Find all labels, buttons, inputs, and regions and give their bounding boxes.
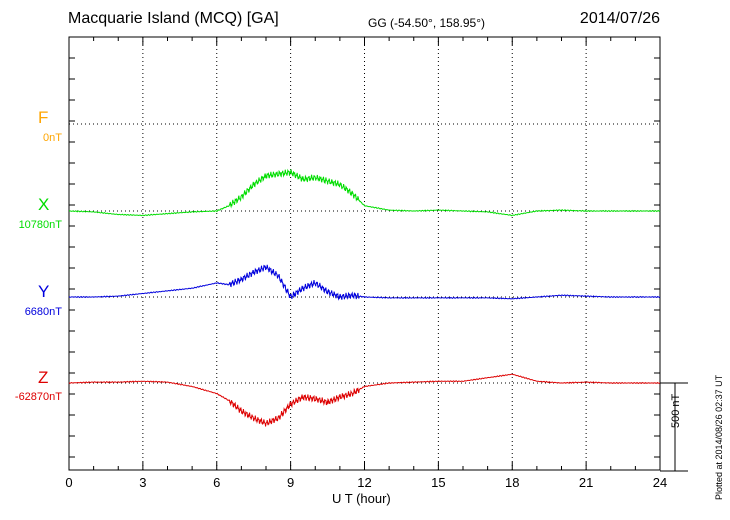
baseline-label-y: 6680nT [24,306,62,318]
baseline-label-f: 0nT [43,132,62,144]
x-tick-label: 21 [579,475,593,490]
baseline-label-z: -62870nT [14,391,62,403]
x-tick-label: 6 [213,475,220,490]
x-tick-label: 18 [505,475,519,490]
x-tick-label: 12 [357,475,371,490]
baseline-label-x: 10780nT [18,219,62,231]
component-label-z: Z [38,368,49,387]
series-line-z [68,373,661,427]
x-tick-label: 24 [653,475,667,490]
component-label-y: Y [38,282,50,301]
x-tick-label: 15 [431,475,445,490]
x-tick-label: 9 [287,475,294,490]
plot-date: 2014/07/26 [579,10,660,27]
series-line-x [68,168,661,217]
station-coords: GG (-54.50°, 158.95°) [368,16,485,30]
x-axis-label: U T (hour) [332,491,391,506]
scale-bar-label: 500 nT [670,393,682,428]
x-tick-label: 3 [139,475,146,490]
x-tick-label: 0 [65,475,72,490]
plotted-note: Plotted at 2014/08/26 02:37 UT [714,374,724,500]
component-label-x: X [38,195,50,214]
component-label-f: F [38,108,49,127]
station-title: Macquarie Island (MCQ) [GA] [68,10,279,27]
series-line-y [68,264,661,301]
